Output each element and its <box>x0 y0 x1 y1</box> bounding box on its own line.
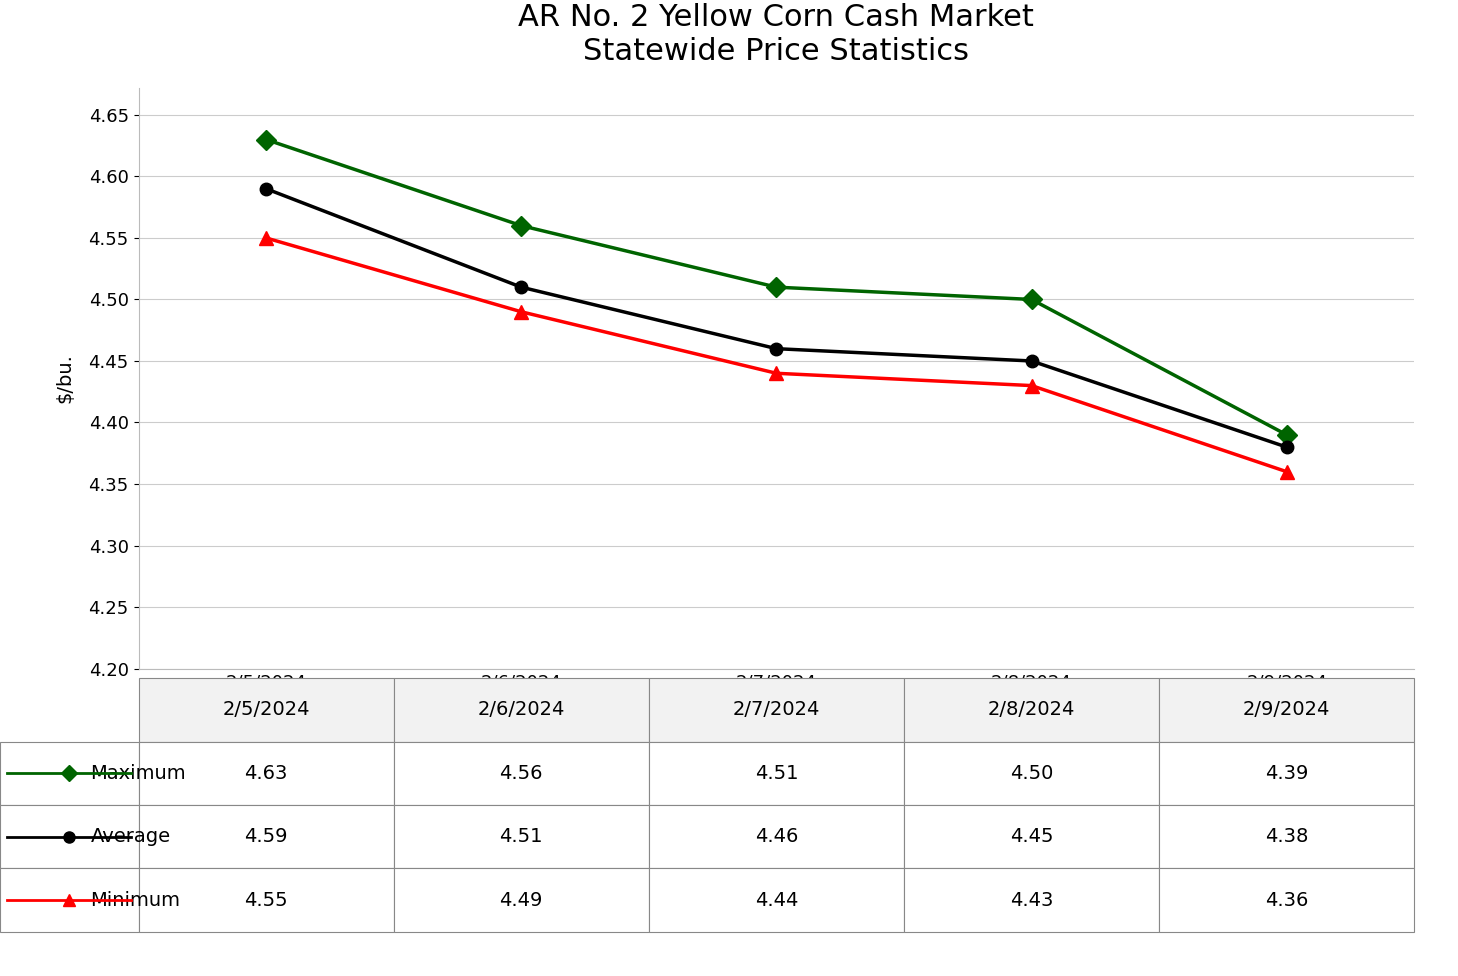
Bar <box>649 742 904 805</box>
Text: Average: Average <box>90 828 171 846</box>
Text: 4.63: 4.63 <box>245 764 287 783</box>
Bar <box>1159 869 1414 932</box>
Bar <box>0 869 139 932</box>
Text: 4.51: 4.51 <box>500 828 542 846</box>
Bar <box>139 869 394 932</box>
Text: 4.50: 4.50 <box>1010 764 1053 783</box>
Bar <box>649 805 904 869</box>
Text: 4.36: 4.36 <box>1266 890 1308 910</box>
Bar <box>0 678 139 742</box>
Bar <box>394 678 649 742</box>
Bar <box>904 805 1159 869</box>
Text: 2/6/2024: 2/6/2024 <box>478 701 564 719</box>
Text: 2/7/2024: 2/7/2024 <box>733 701 819 719</box>
Bar <box>649 869 904 932</box>
Bar <box>904 678 1159 742</box>
Text: 2/5/2024: 2/5/2024 <box>222 701 311 719</box>
Text: 4.55: 4.55 <box>245 890 287 910</box>
Text: 4.43: 4.43 <box>1010 890 1053 910</box>
Bar <box>394 742 649 805</box>
Y-axis label: $/bu.: $/bu. <box>55 353 74 403</box>
Text: Maximum: Maximum <box>90 764 187 783</box>
Bar <box>1159 678 1414 742</box>
Bar <box>1159 742 1414 805</box>
Text: 4.56: 4.56 <box>500 764 542 783</box>
Bar <box>139 742 394 805</box>
Text: 4.49: 4.49 <box>500 890 542 910</box>
Bar <box>394 869 649 932</box>
Text: 2/9/2024: 2/9/2024 <box>1244 701 1330 719</box>
Bar <box>139 678 394 742</box>
Bar <box>904 742 1159 805</box>
Bar <box>1159 805 1414 869</box>
Text: 4.59: 4.59 <box>245 828 287 846</box>
Text: 4.44: 4.44 <box>755 890 798 910</box>
Text: 4.38: 4.38 <box>1266 828 1308 846</box>
Bar <box>0 805 139 869</box>
Bar <box>394 805 649 869</box>
Text: 4.46: 4.46 <box>755 828 798 846</box>
Text: 4.39: 4.39 <box>1266 764 1308 783</box>
Text: 4.51: 4.51 <box>755 764 798 783</box>
Text: 4.45: 4.45 <box>1010 828 1053 846</box>
Text: 2/8/2024: 2/8/2024 <box>989 701 1075 719</box>
Title: AR No. 2 Yellow Corn Cash Market
Statewide Price Statistics: AR No. 2 Yellow Corn Cash Market Statewi… <box>519 4 1034 66</box>
Bar <box>904 869 1159 932</box>
Text: Minimum: Minimum <box>90 890 181 910</box>
Bar <box>0 742 139 805</box>
Bar <box>139 805 394 869</box>
Bar <box>649 678 904 742</box>
